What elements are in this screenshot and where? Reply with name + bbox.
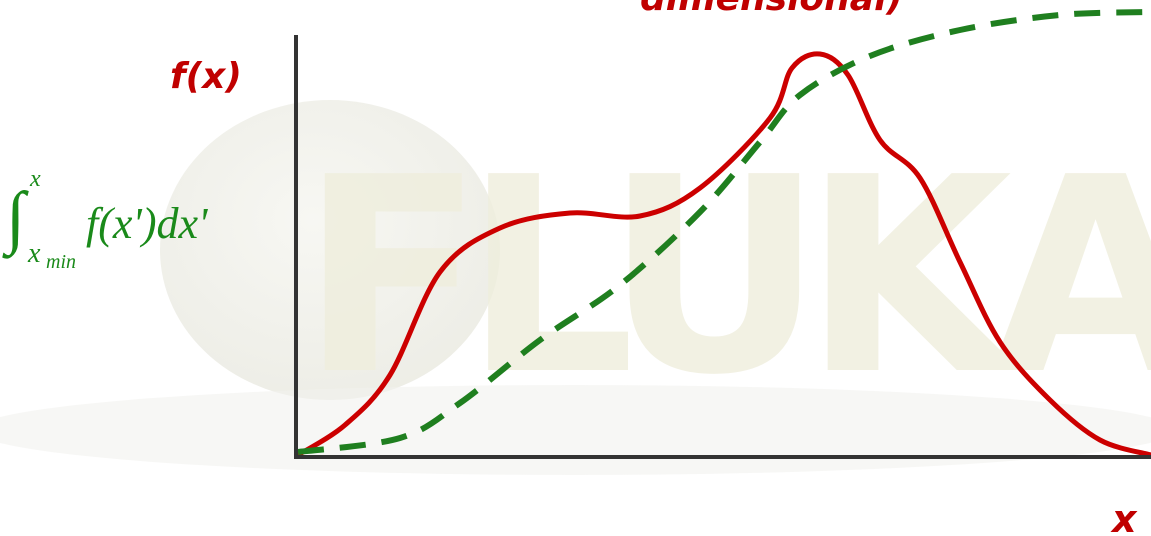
- cumulative-curve: [297, 9, 1151, 455]
- integrand: f(x')dx': [86, 199, 209, 248]
- title-fragment: dimensional): [640, 0, 903, 19]
- integral-lower-sub: min: [46, 251, 76, 273]
- integral-sign: ∫: [2, 179, 29, 259]
- watermark-text: FLUKA: [300, 119, 1151, 434]
- density-curve: [296, 51, 1151, 458]
- integral-upper: x: [29, 166, 41, 192]
- x-axis-label: x: [1110, 497, 1138, 536]
- y-axis-label: f(x): [170, 56, 242, 97]
- integral-lower: x: [27, 238, 41, 269]
- watermark-ring: [0, 385, 1151, 475]
